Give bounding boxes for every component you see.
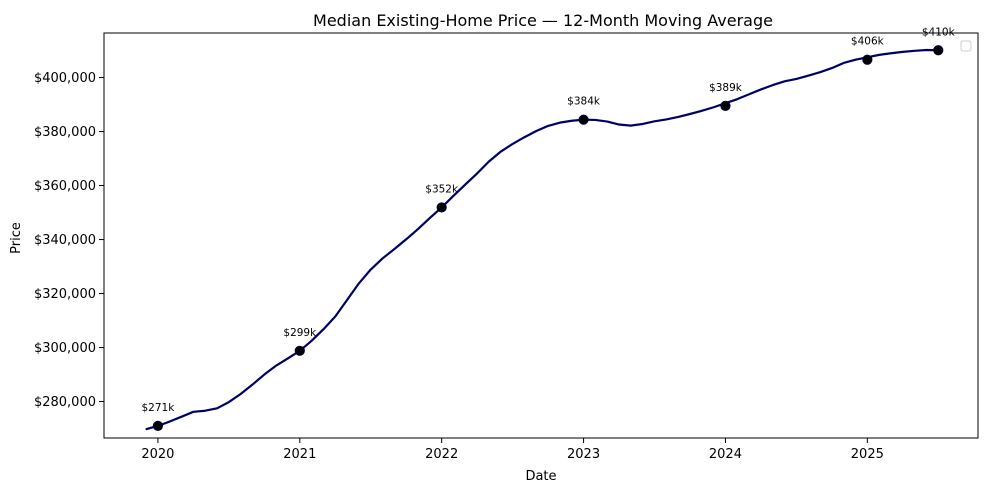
data-point-marker	[578, 114, 589, 125]
data-point-label: $352k	[425, 183, 459, 195]
data-point-marker	[436, 202, 447, 213]
y-tick-label: $280,000	[34, 395, 96, 410]
x-tick-label: 2024	[709, 447, 742, 462]
x-tick-label: 2023	[567, 447, 600, 462]
y-tick-label: $300,000	[34, 341, 96, 356]
y-tick-label: $320,000	[34, 287, 96, 302]
data-point-marker	[294, 345, 305, 356]
series-line	[145, 48, 940, 431]
data-point-label: $406k	[851, 36, 885, 48]
data-point-label: $410k	[922, 26, 956, 38]
data-point-label: $389k	[709, 82, 743, 94]
chart-title: Median Existing-Home Price — 12-Month Mo…	[313, 11, 773, 30]
data-point-marker	[862, 54, 873, 65]
data-point-marker	[152, 420, 164, 431]
plot-frame	[103, 32, 979, 439]
data-point-marker	[933, 45, 944, 56]
data-point-label: $299k	[283, 327, 317, 339]
y-axis-label: Price	[9, 222, 24, 254]
data-point-label: $271k	[142, 402, 176, 414]
x-tick-label: 2020	[141, 447, 174, 462]
y-tick-label: $340,000	[34, 233, 96, 248]
y-tick-label: $400,000	[34, 71, 96, 86]
y-tick-label: $360,000	[34, 179, 96, 194]
x-tick-label: 2022	[425, 447, 458, 462]
x-tick-label: 2021	[283, 447, 316, 462]
x-axis-label: Date	[525, 469, 556, 484]
x-tick-label: 2025	[851, 447, 884, 462]
data-point-marker	[720, 100, 731, 112]
data-point-label: $384k	[567, 96, 601, 108]
plot-area: 2020 2021 2022 2023 2024 2025 $280,000 $300,000…	[34, 26, 979, 462]
legend-box	[960, 40, 972, 52]
y-tick-label: $380,000	[34, 125, 96, 140]
